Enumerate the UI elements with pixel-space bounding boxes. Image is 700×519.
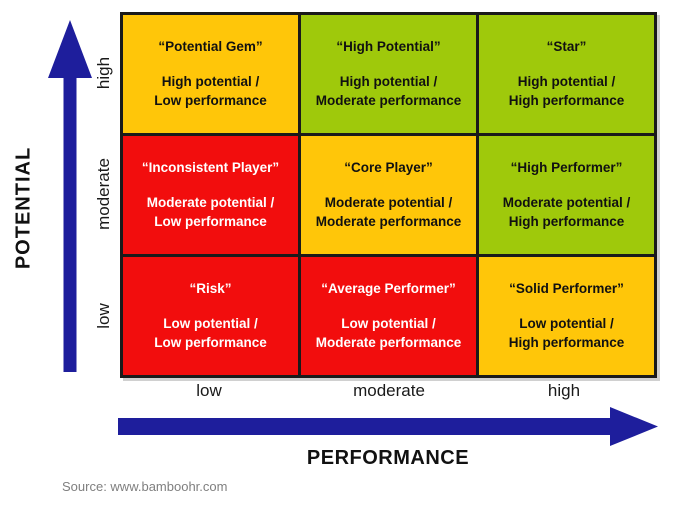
y-tick-moderate: moderate — [94, 158, 113, 230]
cell-high-potential: “High Potential” High potential / Modera… — [301, 15, 476, 133]
cell-core-player: “Core Player” Moderate potential / Moder… — [301, 136, 476, 254]
cell-title: “High Potential” — [336, 39, 441, 55]
cell-risk: “Risk” Low potential / Low performance — [123, 257, 298, 375]
cell-description: Low potential / Low performance — [154, 315, 267, 351]
cell-title: “Inconsistent Player” — [141, 160, 280, 176]
cell-description: Moderate potential / Moderate performanc… — [315, 194, 462, 230]
cell-inconsistent-player: “Inconsistent Player” Moderate potential… — [123, 136, 298, 254]
cell-solid-performer: “Solid Performer” Low potential / High p… — [479, 257, 654, 375]
x-tick-low: low — [196, 381, 222, 400]
cell-title: “Potential Gem” — [158, 39, 263, 55]
nine-box-grid: “Potential Gem” High potential / Low per… — [120, 12, 657, 378]
performance-axis-label: PERFORMANCE — [306, 447, 470, 469]
potential-axis-label: POTENTIAL — [12, 146, 35, 270]
cell-title: “Average Performer” — [321, 281, 456, 297]
cell-description: Moderate potential / High performance — [502, 194, 631, 230]
x-tick-high: high — [547, 381, 581, 400]
cell-title: “High Performer” — [510, 160, 623, 176]
cell-star: “Star” High potential / High performance — [479, 15, 654, 133]
cell-description: High potential / Moderate performance — [315, 73, 462, 109]
cell-potential-gem: “Potential Gem” High potential / Low per… — [123, 15, 298, 133]
cell-title: “Core Player” — [344, 160, 433, 176]
cell-description: Moderate potential / Low performance — [146, 194, 275, 230]
cell-description: High potential / High performance — [508, 73, 625, 109]
cell-high-performer: “High Performer” Moderate potential / Hi… — [479, 136, 654, 254]
source-text: Source: www.bamboohr.com — [62, 479, 228, 494]
y-tick-high: high — [94, 56, 113, 90]
x-tick-moderate: moderate — [353, 381, 425, 400]
cell-title: “Star” — [546, 39, 587, 55]
right-arrow-icon — [118, 407, 658, 446]
cell-average-performer: “Average Performer” Low potential / Mode… — [301, 257, 476, 375]
cell-description: High potential / Low performance — [154, 73, 267, 109]
cell-title: “Solid Performer” — [509, 281, 624, 297]
cell-title: “Risk” — [189, 281, 232, 297]
up-arrow-icon — [48, 20, 92, 372]
y-tick-low: low — [94, 303, 113, 329]
cell-description: Low potential / Moderate performance — [315, 315, 462, 351]
cell-description: Low potential / High performance — [508, 315, 625, 351]
